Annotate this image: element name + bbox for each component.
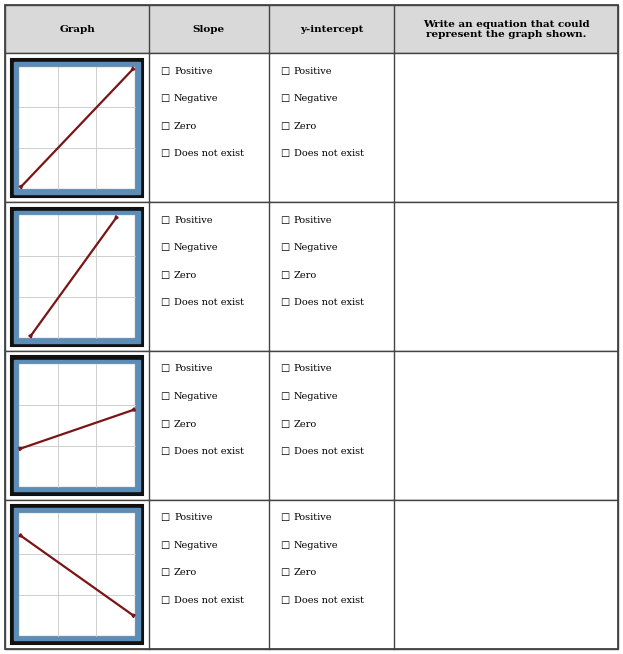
Polygon shape [115,216,118,220]
Text: Negative: Negative [174,243,219,252]
Text: Negative: Negative [293,243,338,252]
Text: Negative: Negative [293,392,338,401]
Text: □: □ [160,541,169,550]
Polygon shape [131,408,135,411]
Text: □: □ [280,513,289,523]
Text: Positive: Positive [293,216,332,225]
Text: □: □ [160,94,169,103]
Text: Zero: Zero [174,271,197,280]
Polygon shape [131,613,135,617]
Text: Negative: Negative [174,392,219,401]
Bar [19,364,135,487]
Text: Does not exist: Does not exist [174,150,244,158]
Bar [19,513,135,636]
Text: Positive: Positive [293,364,332,373]
Text: □: □ [280,392,289,401]
Text: Zero: Zero [293,420,316,428]
Text: Negative: Negative [174,541,219,550]
Text: Write an equation that could
represent the graph shown.: Write an equation that could represent t… [423,20,589,39]
Text: □: □ [160,243,169,252]
Bar [5,351,618,500]
Text: □: □ [160,150,169,158]
Text: Does not exist: Does not exist [293,447,363,456]
Polygon shape [19,534,23,538]
Text: □: □ [280,150,289,158]
Text: Zero: Zero [293,271,316,280]
Bar [14,508,140,640]
Bar [5,500,618,649]
Text: y-intercept: y-intercept [300,25,363,34]
Text: □: □ [280,243,289,252]
Text: Zero: Zero [293,568,316,577]
Bar [19,67,135,189]
Text: Negative: Negative [174,94,219,103]
Text: □: □ [160,596,169,605]
Text: □: □ [280,216,289,225]
Text: Does not exist: Does not exist [174,447,244,456]
Bar [14,62,140,194]
Text: Does not exist: Does not exist [174,596,244,605]
Text: Positive: Positive [293,67,332,76]
Text: Positive: Positive [174,364,212,373]
Text: □: □ [280,568,289,577]
Text: Zero: Zero [174,568,197,577]
Text: Does not exist: Does not exist [293,298,363,307]
Text: □: □ [160,216,169,225]
Text: □: □ [160,447,169,456]
Text: □: □ [280,67,289,76]
Text: Positive: Positive [174,513,212,523]
Polygon shape [131,67,135,71]
Bar [11,356,143,494]
Text: Positive: Positive [174,67,212,76]
Text: □: □ [280,541,289,550]
Bar [14,211,140,343]
Text: □: □ [160,420,169,428]
Text: □: □ [280,447,289,456]
Text: □: □ [160,513,169,523]
Text: □: □ [280,94,289,103]
Text: □: □ [160,67,169,76]
Text: Does not exist: Does not exist [293,596,363,605]
Text: □: □ [280,420,289,428]
Text: Zero: Zero [293,122,316,131]
Text: □: □ [280,122,289,131]
Polygon shape [19,184,23,189]
Text: □: □ [160,568,169,577]
Text: Positive: Positive [174,216,212,225]
Text: □: □ [160,122,169,131]
Polygon shape [19,447,23,451]
Bar [14,360,140,491]
Text: □: □ [160,298,169,307]
Text: Negative: Negative [293,541,338,550]
Text: □: □ [280,596,289,605]
Text: Does not exist: Does not exist [174,298,244,307]
Text: □: □ [280,271,289,280]
Text: □: □ [160,392,169,401]
Text: Does not exist: Does not exist [293,150,363,158]
Text: □: □ [280,364,289,373]
Bar [11,207,143,346]
Text: Positive: Positive [293,513,332,523]
Text: □: □ [280,298,289,307]
Bar [11,505,143,644]
Bar [11,59,143,197]
Text: Negative: Negative [293,94,338,103]
Text: □: □ [160,271,169,280]
Text: Zero: Zero [174,122,197,131]
Polygon shape [29,333,32,337]
Text: Zero: Zero [174,420,197,428]
Text: □: □ [160,364,169,373]
Bar [5,202,618,351]
Bar [5,5,618,54]
Text: Graph: Graph [59,25,95,34]
Text: Slope: Slope [193,25,225,34]
Bar [5,54,618,202]
Bar [19,215,135,338]
